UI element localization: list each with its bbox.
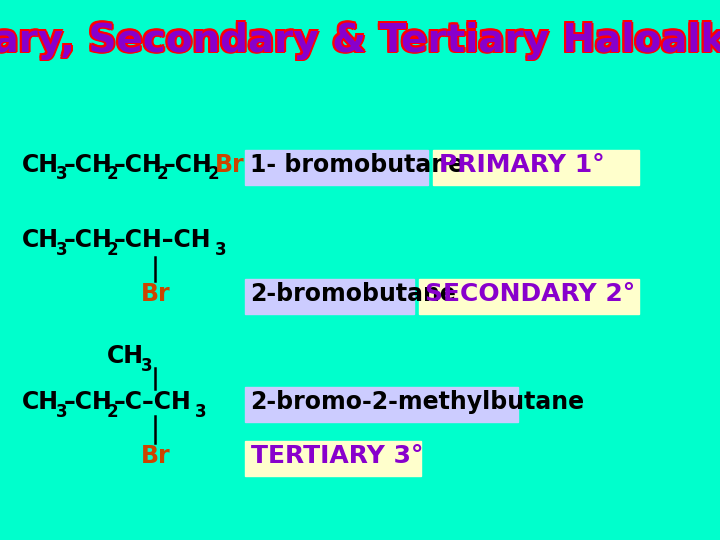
Text: 3: 3	[140, 357, 152, 375]
Text: 3: 3	[215, 241, 226, 259]
Text: 2: 2	[107, 241, 118, 259]
Text: –CH: –CH	[164, 153, 213, 177]
FancyBboxPatch shape	[245, 387, 518, 422]
Text: Primary, Secondary & Tertiary Haloalkanes: Primary, Secondary & Tertiary Haloalkane…	[0, 21, 720, 58]
Text: –CH: –CH	[63, 390, 112, 414]
Text: 2-bromo-2-methylbutane: 2-bromo-2-methylbutane	[250, 390, 584, 414]
Text: –CH–CH: –CH–CH	[114, 228, 211, 252]
Text: Primary, Secondary & Tertiary Haloalkanes: Primary, Secondary & Tertiary Haloalkane…	[0, 22, 720, 59]
Text: CH: CH	[22, 390, 58, 414]
Text: –C–CH: –C–CH	[114, 390, 192, 414]
Text: Br: Br	[215, 153, 244, 177]
Text: 2: 2	[107, 165, 118, 184]
Text: Primary, Secondary & Tertiary Haloalkanes: Primary, Secondary & Tertiary Haloalkane…	[0, 22, 720, 59]
FancyBboxPatch shape	[433, 150, 639, 185]
Text: Primary, Secondary & Tertiary Haloalkanes: Primary, Secondary & Tertiary Haloalkane…	[0, 20, 720, 58]
Text: –CH: –CH	[63, 153, 112, 177]
Text: Br: Br	[141, 282, 171, 306]
Text: 1- bromobutane: 1- bromobutane	[250, 153, 464, 177]
Text: 3: 3	[194, 403, 206, 421]
Text: Br: Br	[141, 444, 171, 468]
Text: 2: 2	[157, 165, 168, 184]
Text: Primary, Secondary & Tertiary Haloalkanes: Primary, Secondary & Tertiary Haloalkane…	[0, 22, 720, 59]
Text: –CH: –CH	[114, 153, 163, 177]
Text: 2-bromobutane: 2-bromobutane	[250, 282, 456, 306]
Text: SECONDARY 2°: SECONDARY 2°	[425, 282, 635, 306]
Text: Primary, Secondary & Tertiary Haloalkanes: Primary, Secondary & Tertiary Haloalkane…	[0, 23, 720, 61]
Text: 3: 3	[55, 165, 67, 184]
Text: Primary, Secondary & Tertiary Haloalkanes: Primary, Secondary & Tertiary Haloalkane…	[0, 21, 720, 58]
Text: 3: 3	[55, 241, 67, 259]
FancyBboxPatch shape	[245, 441, 421, 476]
Text: CH: CH	[22, 228, 58, 252]
Text: –CH: –CH	[63, 228, 112, 252]
Text: 3: 3	[55, 403, 67, 421]
Text: TERTIARY 3°: TERTIARY 3°	[251, 444, 423, 468]
Text: 2: 2	[207, 165, 219, 184]
Text: CH: CH	[22, 153, 58, 177]
Text: Primary, Secondary & Tertiary Haloalkanes: Primary, Secondary & Tertiary Haloalkane…	[0, 23, 720, 60]
Text: 2: 2	[107, 403, 118, 421]
Text: PRIMARY 1°: PRIMARY 1°	[439, 153, 605, 177]
FancyBboxPatch shape	[245, 279, 414, 314]
Text: CH: CH	[107, 345, 143, 368]
FancyBboxPatch shape	[419, 279, 639, 314]
Text: Primary, Secondary & Tertiary Haloalkanes: Primary, Secondary & Tertiary Haloalkane…	[0, 23, 720, 60]
FancyBboxPatch shape	[245, 150, 428, 185]
